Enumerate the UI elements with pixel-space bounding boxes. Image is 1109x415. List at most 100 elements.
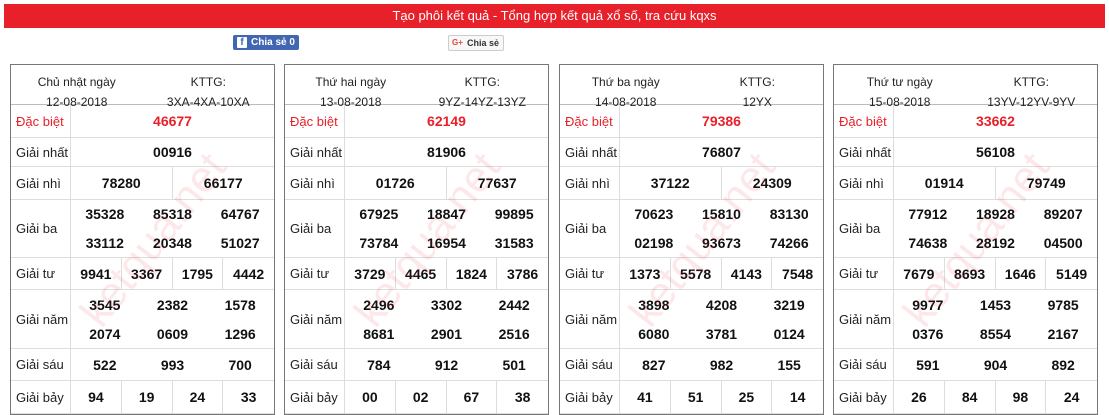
prize-number: 1453: [979, 296, 1012, 313]
prize-number: 2442: [498, 296, 530, 313]
date: 13-08-2018: [320, 95, 382, 109]
prize-number: 2516: [498, 325, 530, 342]
prize-number: 2901: [430, 325, 463, 342]
kttg-label: KTTG:: [1013, 75, 1049, 89]
table-header: Chủ nhật ngày 12-08-2018 KTTG: 3XA-4XA-10XA: [11, 65, 275, 109]
prize-number: 8681: [363, 325, 395, 342]
prize-number: 7679: [894, 258, 945, 289]
prize-number: 4208: [705, 296, 738, 313]
result-table: Thứ tư ngày 15-08-2018 KTTG: 13YV-12YV-9YV Đ…: [833, 64, 1098, 415]
prize-number: 79386: [702, 113, 741, 129]
prize-number: 0376: [912, 325, 944, 342]
prize-numbers: 00 02 67 38: [345, 381, 548, 413]
prize-label: Giải ba: [560, 200, 620, 257]
prize-row: Giải nhất 81906: [285, 138, 548, 167]
prize-row: Đặc biệt 33662: [834, 105, 1097, 138]
prize-number: 7548: [782, 265, 814, 282]
prize-row: Giải nhất 56108: [834, 138, 1097, 167]
prize-numbers: 9941 3367 1795 4442: [71, 258, 274, 289]
prize-row: Giải bảy 26 84 98 24: [834, 381, 1097, 414]
prize-row: Giải bảy 94 19 24 33: [11, 381, 274, 414]
date: 12-08-2018: [46, 95, 108, 109]
prize-numbers: 9977 1453 9785 0376 8554 2167: [894, 290, 1097, 348]
prize-number: 8554: [979, 325, 1012, 342]
prize-number: 982: [709, 356, 734, 373]
prize-number: 9785: [1047, 296, 1079, 313]
prize-label: Giải nhất: [560, 138, 620, 166]
prize-row: Giải tư 9941 3367 1795 4442: [11, 258, 274, 290]
prize-number: 1795: [173, 258, 224, 289]
prize-label: Giải năm: [560, 290, 620, 348]
prize-number: 892: [1051, 356, 1075, 373]
prize-number: 76807: [702, 144, 741, 160]
prize-number: 4143: [722, 258, 773, 289]
prize-numbers: 01726 77637: [345, 167, 548, 199]
prize-number: 5149: [1056, 265, 1088, 282]
prize-label: Giải tư: [560, 258, 620, 289]
prize-number: 51: [671, 381, 722, 413]
prize-row: Giải nhất 76807: [560, 138, 823, 167]
prize-number: 04500: [1043, 234, 1083, 251]
prize-label: Giải nhất: [834, 138, 894, 166]
prize-label: Giải năm: [11, 290, 71, 348]
prize-number: 3367: [122, 258, 173, 289]
kttg-label: KTTG:: [464, 75, 500, 89]
prize-number: 89207: [1043, 206, 1083, 223]
prize-row: Giải năm 3545 2382 1578 2074 0609 1296: [11, 290, 274, 349]
prize-numbers: 33662: [894, 105, 1097, 137]
prize-numbers: 70623 15810 83130 02198 93673 74266: [620, 200, 823, 257]
date: 15-08-2018: [869, 95, 931, 109]
prize-numbers: 78280 66177: [71, 167, 274, 199]
prize-numbers: 827 982 155: [620, 349, 823, 380]
prize-number: 33662: [976, 113, 1015, 129]
result-table: Thứ ba ngày 14-08-2018 KTTG: 12YX Đặc biệt 79…: [559, 64, 824, 415]
google-share[interactable]: Chia sẻ: [448, 35, 505, 51]
prize-number: 18928: [976, 206, 1015, 223]
kttg-cell: KTTG: 3XA-4XA-10XA: [143, 65, 275, 109]
kttg-label: KTTG:: [739, 75, 775, 89]
prize-number: 56108: [976, 144, 1015, 160]
prize-number: 37122: [620, 167, 722, 199]
prize-label: Đặc biệt: [11, 105, 71, 137]
prize-number: 73784: [359, 234, 399, 251]
table-header: Thứ hai ngày 13-08-2018 KTTG: 9YZ-14YZ-13YZ: [285, 65, 548, 109]
prize-label: Đặc biệt: [285, 105, 345, 137]
prize-number: 18847: [427, 206, 466, 223]
prize-number: 35328: [85, 206, 125, 223]
prize-number: 155: [777, 356, 801, 373]
prize-number: 1646: [996, 258, 1047, 289]
prize-numbers: 35328 85318 64767 33112 20348 51027: [71, 200, 274, 257]
prize-number: 19: [122, 381, 173, 413]
day: Thứ tư ngày: [866, 75, 933, 89]
prize-number: 3781: [705, 325, 738, 342]
prize-row: Giải năm 3898 4208 3219 6080 3781 0124: [560, 290, 823, 349]
prize-number: 02198: [634, 234, 674, 251]
prize-row: Giải bảy 00 02 67 38: [285, 381, 548, 414]
prize-row: Giải sáu 591 904 892: [834, 349, 1097, 381]
kttg: 13YV-12YV-9YV: [987, 95, 1076, 109]
prize-numbers: 7679 8693 1646 5149: [894, 258, 1097, 289]
prize-numbers: 26 84 98 24: [894, 381, 1097, 413]
prize-label: Giải nhì: [11, 167, 71, 199]
prize-number: 3219: [773, 296, 805, 313]
result-table: Chủ nhật ngày 12-08-2018 KTTG: 3XA-4XA-10XA…: [10, 64, 275, 415]
prize-number: 3729: [345, 258, 396, 289]
prize-number: 26: [894, 381, 945, 413]
prize-numbers: 94 19 24 33: [71, 381, 274, 413]
prize-number: 912: [434, 356, 459, 373]
prize-number: 1373: [620, 258, 671, 289]
facebook-share[interactable]: Chia sẻ 0: [233, 35, 299, 50]
kttg: 9YZ-14YZ-13YZ: [438, 95, 526, 109]
prize-number: 78280: [71, 167, 173, 199]
table-header: Thứ tư ngày 15-08-2018 KTTG: 13YV-12YV-9YV: [834, 65, 1097, 109]
prize-label: Giải bảy: [11, 381, 71, 413]
prize-number: 14: [789, 389, 806, 405]
prize-numbers: 01914 79749: [894, 167, 1097, 199]
result-table: Thứ hai ngày 13-08-2018 KTTG: 9YZ-14YZ-13YZ…: [284, 64, 549, 415]
prize-label: Giải nhì: [285, 167, 345, 199]
prize-number: 01726: [345, 167, 447, 199]
prize-number: 522: [93, 356, 117, 373]
prize-number: 4442: [233, 265, 265, 282]
prize-numbers: 3545 2382 1578 2074 0609 1296: [71, 290, 274, 348]
prize-numbers: 2496 3302 2442 8681 2901 2516: [345, 290, 548, 348]
